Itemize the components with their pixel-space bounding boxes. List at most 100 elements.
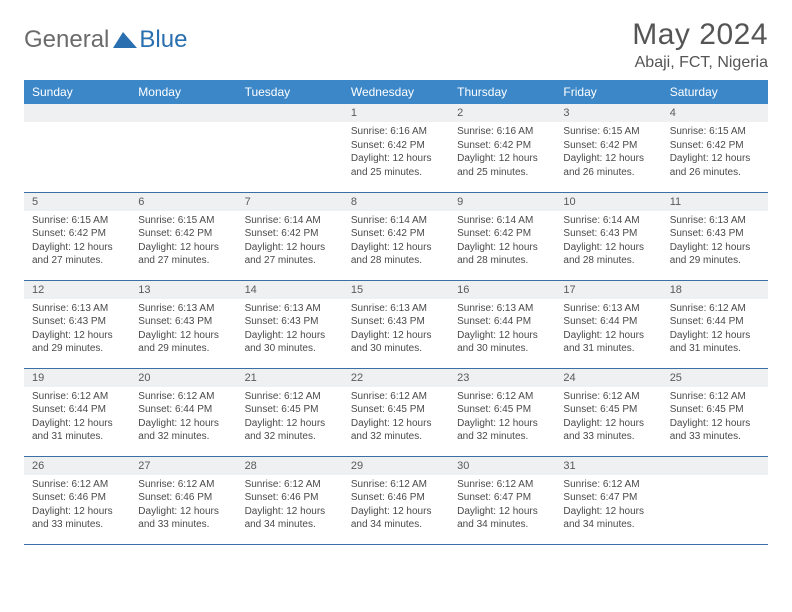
calendar-cell: 22 Sunrise: 6:12 AMSunset: 6:45 PMDayligh…: [343, 368, 449, 456]
calendar-cell: 15Sunrise: 6:13 AMSunset: 6:43 PMDayligh…: [343, 280, 449, 368]
daylight-line: Daylight: 12 hours and 27 minutes.: [245, 241, 335, 268]
calendar-cell: 11Sunrise: 6:13 AMSunset: 6:43 PMDayligh…: [662, 192, 768, 280]
sunrise-line: Sunrise: 6:12 AM: [138, 478, 228, 492]
day-header: Monday: [130, 80, 236, 104]
day-header: Tuesday: [237, 80, 343, 104]
daylight-line: Daylight: 12 hours and 25 minutes.: [351, 152, 441, 179]
calendar-cell: [130, 104, 236, 192]
day-details: [24, 122, 130, 129]
calendar-cell: 14Sunrise: 6:13 AMSunset: 6:43 PMDayligh…: [237, 280, 343, 368]
day-details: [662, 475, 768, 482]
sunset-line: Sunset: 6:42 PM: [351, 227, 441, 241]
sunrise-line: Sunrise: 6:15 AM: [670, 125, 760, 139]
sunset-line: Sunset: 6:42 PM: [563, 139, 653, 153]
location: Abaji, FCT, Nigeria: [632, 54, 768, 72]
sunrise-line: Sunrise: 6:12 AM: [670, 390, 760, 404]
calendar-cell: 19Sunrise: 6:12 AMSunset: 6:44 PMDayligh…: [24, 368, 130, 456]
page-header: General Blue May 2024 Abaji, FCT, Nigeri…: [24, 18, 768, 72]
day-number: 28: [237, 457, 343, 475]
day-number: [130, 104, 236, 122]
sunset-line: Sunset: 6:42 PM: [32, 227, 122, 241]
day-details: Sunrise: 6:16 AMSunset: 6:42 PMDaylight:…: [343, 122, 449, 183]
day-details: Sunrise: 6:13 AMSunset: 6:43 PMDaylight:…: [237, 299, 343, 360]
sunset-line: Sunset: 6:46 PM: [32, 491, 122, 505]
sunset-line: Sunset: 6:43 PM: [138, 315, 228, 329]
day-number: 7: [237, 193, 343, 211]
calendar-header-row: SundayMondayTuesdayWednesdayThursdayFrid…: [24, 80, 768, 104]
day-details: Sunrise: 6:12 AMSunset: 6:44 PMDaylight:…: [130, 387, 236, 448]
calendar-cell: 27Sunrise: 6:12 AMSunset: 6:46 PMDayligh…: [130, 456, 236, 544]
day-number: 18: [662, 281, 768, 299]
daylight-line: Daylight: 12 hours and 25 minutes.: [457, 152, 547, 179]
sunrise-line: Sunrise: 6:15 AM: [32, 214, 122, 228]
sunrise-line: Sunrise: 6:12 AM: [670, 302, 760, 316]
daylight-line: Daylight: 12 hours and 28 minutes.: [563, 241, 653, 268]
day-number: 26: [24, 457, 130, 475]
sunrise-line: Sunrise: 6:16 AM: [457, 125, 547, 139]
daylight-line: Daylight: 12 hours and 26 minutes.: [670, 152, 760, 179]
day-details: Sunrise: 6:13 AMSunset: 6:43 PMDaylight:…: [662, 211, 768, 272]
day-details: Sunrise: 6:12 AMSunset: 6:45 PMDaylight:…: [237, 387, 343, 448]
calendar-week-row: 5Sunrise: 6:15 AMSunset: 6:42 PMDaylight…: [24, 192, 768, 280]
day-number: 17: [555, 281, 661, 299]
day-header: Wednesday: [343, 80, 449, 104]
daylight-line: Daylight: 12 hours and 34 minutes.: [457, 505, 547, 532]
sunset-line: Sunset: 6:43 PM: [670, 227, 760, 241]
sunset-line: Sunset: 6:44 PM: [138, 403, 228, 417]
sunset-line: Sunset: 6:45 PM: [245, 403, 335, 417]
calendar-cell: 25Sunrise: 6:12 AMSunset: 6:45 PMDayligh…: [662, 368, 768, 456]
day-details: [237, 122, 343, 129]
sunset-line: Sunset: 6:43 PM: [32, 315, 122, 329]
sunrise-line: Sunrise: 6:12 AM: [351, 390, 441, 404]
sunrise-line: Sunrise: 6:12 AM: [563, 390, 653, 404]
sunset-line: Sunset: 6:42 PM: [245, 227, 335, 241]
sunset-line: Sunset: 6:44 PM: [563, 315, 653, 329]
day-details: Sunrise: 6:13 AMSunset: 6:44 PMDaylight:…: [555, 299, 661, 360]
day-header: Saturday: [662, 80, 768, 104]
sunrise-line: Sunrise: 6:13 AM: [457, 302, 547, 316]
day-number: 11: [662, 193, 768, 211]
daylight-line: Daylight: 12 hours and 32 minutes.: [457, 417, 547, 444]
sunrise-line: Sunrise: 6:13 AM: [245, 302, 335, 316]
daylight-line: Daylight: 12 hours and 30 minutes.: [457, 329, 547, 356]
sunrise-line: Sunrise: 6:13 AM: [138, 302, 228, 316]
calendar-week-row: 1Sunrise: 6:16 AMSunset: 6:42 PMDaylight…: [24, 104, 768, 192]
sunset-line: Sunset: 6:42 PM: [670, 139, 760, 153]
sunset-line: Sunset: 6:46 PM: [245, 491, 335, 505]
sunrise-line: Sunrise: 6:14 AM: [563, 214, 653, 228]
day-number: 30: [449, 457, 555, 475]
day-details: Sunrise: 6:14 AMSunset: 6:43 PMDaylight:…: [555, 211, 661, 272]
daylight-line: Daylight: 12 hours and 33 minutes.: [563, 417, 653, 444]
sunset-line: Sunset: 6:42 PM: [138, 227, 228, 241]
daylight-line: Daylight: 12 hours and 34 minutes.: [563, 505, 653, 532]
daylight-line: Daylight: 12 hours and 30 minutes.: [245, 329, 335, 356]
daylight-line: Daylight: 12 hours and 32 minutes.: [351, 417, 441, 444]
day-details: Sunrise: 6:15 AMSunset: 6:42 PMDaylight:…: [555, 122, 661, 183]
day-details: Sunrise: 6:15 AMSunset: 6:42 PMDaylight:…: [662, 122, 768, 183]
sunrise-line: Sunrise: 6:15 AM: [563, 125, 653, 139]
sunrise-line: Sunrise: 6:15 AM: [138, 214, 228, 228]
sunset-line: Sunset: 6:43 PM: [351, 315, 441, 329]
day-details: Sunrise: 6:12 AMSunset: 6:45 PMDaylight:…: [449, 387, 555, 448]
calendar-cell: 16Sunrise: 6:13 AMSunset: 6:44 PMDayligh…: [449, 280, 555, 368]
calendar-cell: 1Sunrise: 6:16 AMSunset: 6:42 PMDaylight…: [343, 104, 449, 192]
logo-triangle-icon: [113, 30, 139, 50]
sunset-line: Sunset: 6:45 PM: [457, 403, 547, 417]
day-number: 15: [343, 281, 449, 299]
day-number: 22: [343, 369, 449, 387]
calendar-cell: 28Sunrise: 6:12 AMSunset: 6:46 PMDayligh…: [237, 456, 343, 544]
sunrise-line: Sunrise: 6:13 AM: [670, 214, 760, 228]
day-details: Sunrise: 6:13 AMSunset: 6:44 PMDaylight:…: [449, 299, 555, 360]
sunset-line: Sunset: 6:45 PM: [351, 403, 441, 417]
calendar-cell: 7Sunrise: 6:14 AMSunset: 6:42 PMDaylight…: [237, 192, 343, 280]
day-number: 2: [449, 104, 555, 122]
sunset-line: Sunset: 6:47 PM: [563, 491, 653, 505]
day-number: 19: [24, 369, 130, 387]
day-number: 31: [555, 457, 661, 475]
day-details: Sunrise: 6:16 AMSunset: 6:42 PMDaylight:…: [449, 122, 555, 183]
day-number: 12: [24, 281, 130, 299]
day-number: 4: [662, 104, 768, 122]
day-number: 3: [555, 104, 661, 122]
daylight-line: Daylight: 12 hours and 32 minutes.: [138, 417, 228, 444]
day-number: [662, 457, 768, 475]
